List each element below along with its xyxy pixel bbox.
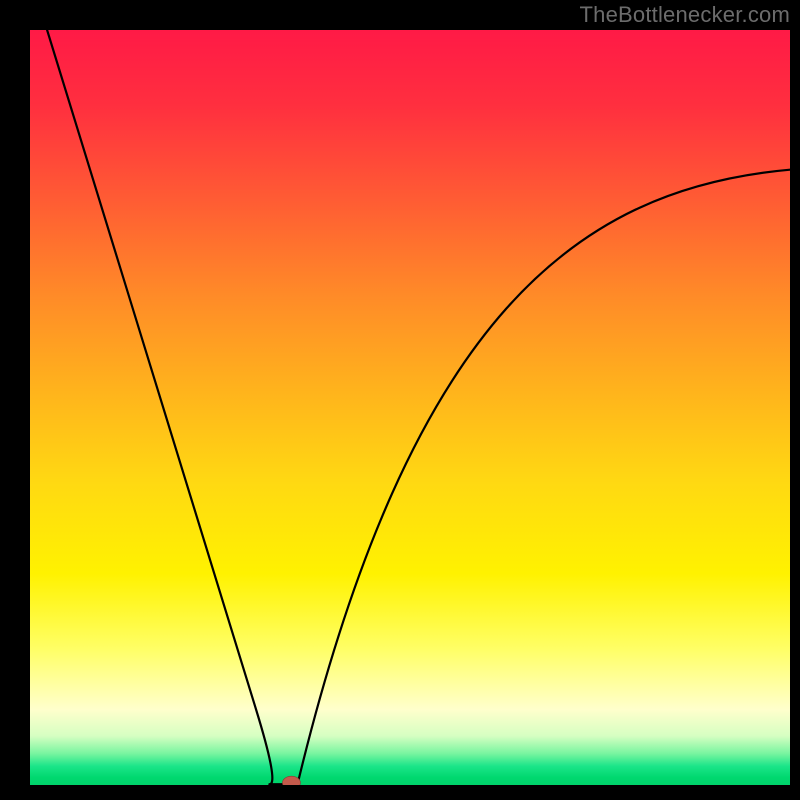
plot-area	[30, 30, 790, 785]
chart-frame: TheBottlenecker.com	[0, 0, 800, 800]
watermark-text: TheBottlenecker.com	[580, 2, 790, 28]
chart-svg	[30, 30, 790, 785]
chart-background	[30, 30, 790, 785]
